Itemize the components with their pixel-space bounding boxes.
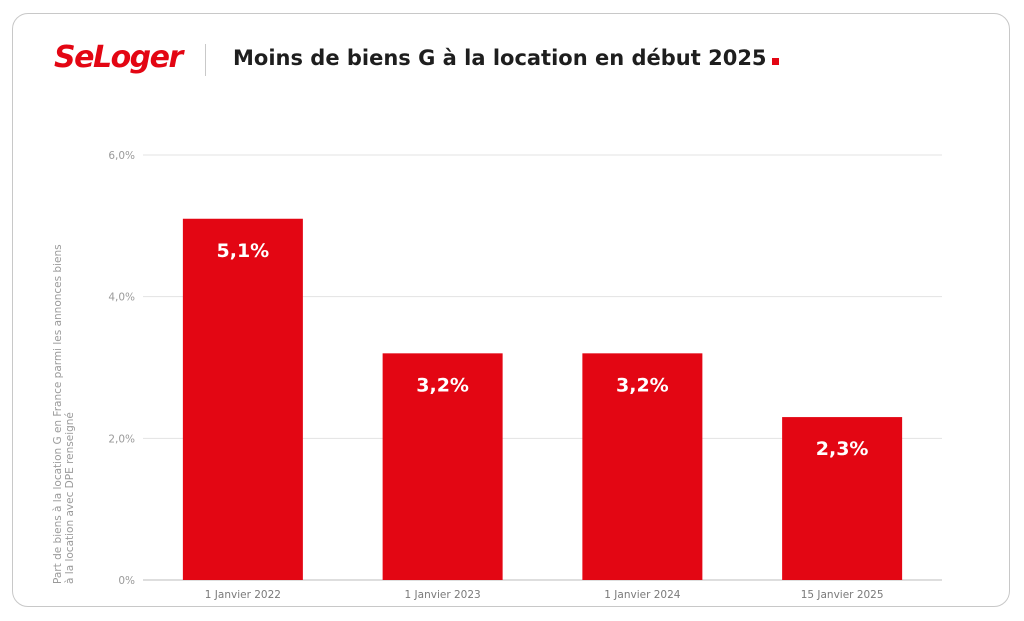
bar xyxy=(182,218,303,580)
title-accent-dot xyxy=(771,58,779,65)
y-tick-label: 2,0% xyxy=(108,433,135,445)
bar-data-label: 3,2% xyxy=(616,374,669,396)
bar-data-label: 3,2% xyxy=(416,374,469,396)
seloger-logo: SeLoger xyxy=(54,40,183,75)
x-tick-label: 1 Janvier 2022 xyxy=(205,589,281,601)
y-tick-label: 6,0% xyxy=(108,150,135,162)
chart-title: Moins de biens G à la location en début … xyxy=(233,46,779,70)
chart-title-text: Moins de biens G à la location en début … xyxy=(233,46,767,70)
y-tick-label: 0% xyxy=(118,575,135,587)
header-divider xyxy=(205,44,206,76)
bar-data-label: 2,3% xyxy=(816,438,869,460)
bar-data-label: 5,1% xyxy=(217,240,270,262)
y-tick-label: 4,0% xyxy=(108,292,135,304)
x-tick-label: 1 Janvier 2023 xyxy=(405,589,481,601)
x-tick-label: 1 Janvier 2024 xyxy=(604,589,680,601)
bar xyxy=(382,353,503,580)
bar xyxy=(582,353,703,580)
x-tick-label: 15 Janvier 2025 xyxy=(801,589,884,601)
bar xyxy=(782,417,903,580)
